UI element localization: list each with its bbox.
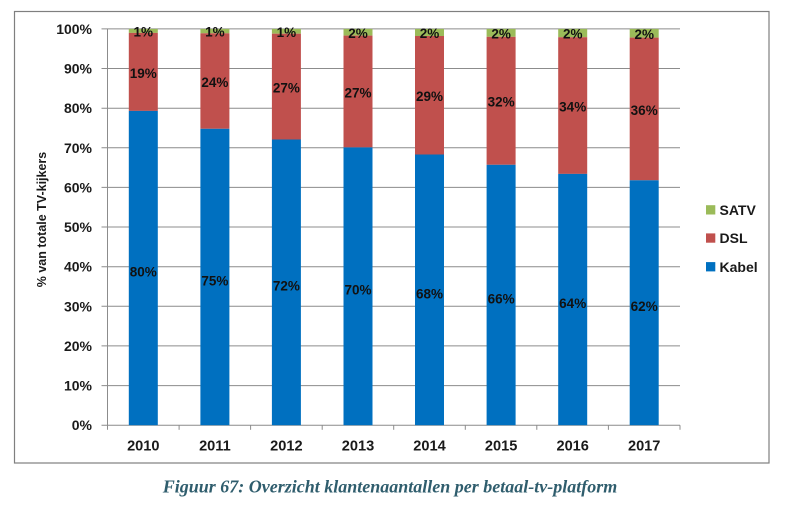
svg-text:70%: 70% — [64, 140, 93, 156]
svg-text:Kabel: Kabel — [720, 259, 758, 275]
svg-text:10%: 10% — [64, 378, 93, 394]
svg-text:50%: 50% — [64, 219, 93, 235]
svg-text:2%: 2% — [491, 27, 511, 42]
svg-text:30%: 30% — [64, 298, 93, 314]
svg-text:19%: 19% — [130, 66, 157, 81]
svg-text:32%: 32% — [488, 95, 515, 110]
svg-text:2010: 2010 — [127, 439, 159, 455]
svg-text:75%: 75% — [201, 273, 228, 288]
svg-text:0%: 0% — [72, 417, 93, 433]
svg-text:100%: 100% — [56, 21, 92, 37]
svg-text:27%: 27% — [344, 85, 371, 100]
svg-text:1%: 1% — [134, 25, 154, 40]
svg-text:64%: 64% — [559, 296, 586, 311]
svg-text:66%: 66% — [488, 291, 515, 306]
svg-text:2013: 2013 — [342, 439, 374, 455]
svg-text:SATV: SATV — [720, 202, 757, 218]
svg-text:2012: 2012 — [270, 439, 302, 455]
svg-text:62%: 62% — [631, 299, 658, 314]
svg-text:2%: 2% — [348, 26, 368, 41]
svg-text:70%: 70% — [344, 283, 371, 298]
svg-text:24%: 24% — [201, 75, 228, 90]
svg-text:29%: 29% — [416, 89, 443, 104]
svg-text:72%: 72% — [273, 279, 300, 294]
svg-text:20%: 20% — [64, 338, 93, 354]
svg-text:80%: 80% — [130, 265, 157, 280]
svg-text:Figuur 67: Overzicht klantenaa: Figuur 67: Overzicht klantenaantallen pe… — [162, 477, 618, 497]
svg-text:40%: 40% — [64, 259, 93, 275]
svg-text:2014: 2014 — [413, 439, 446, 455]
svg-text:2%: 2% — [563, 27, 583, 42]
svg-text:36%: 36% — [631, 103, 658, 118]
svg-text:2015: 2015 — [485, 439, 517, 455]
svg-text:2011: 2011 — [199, 439, 231, 455]
svg-text:2017: 2017 — [628, 439, 660, 455]
svg-text:1%: 1% — [277, 25, 297, 40]
svg-text:2016: 2016 — [556, 439, 588, 455]
svg-text:68%: 68% — [416, 286, 443, 301]
svg-text:2%: 2% — [420, 26, 440, 41]
svg-text:% van totale TV-kijkers: % van totale TV-kijkers — [35, 152, 49, 288]
svg-text:60%: 60% — [64, 179, 93, 195]
svg-text:80%: 80% — [64, 100, 93, 116]
svg-text:34%: 34% — [559, 100, 586, 115]
svg-text:90%: 90% — [64, 61, 93, 77]
svg-text:DSL: DSL — [720, 230, 748, 246]
svg-text:27%: 27% — [273, 81, 300, 96]
svg-text:1%: 1% — [205, 25, 225, 40]
svg-text:2%: 2% — [634, 27, 654, 42]
